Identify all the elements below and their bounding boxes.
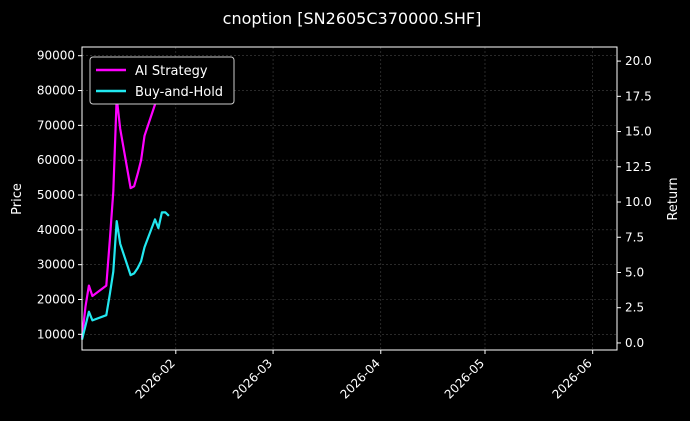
y-axis-right: 0.0 2.5 5.0 7.5 10.0 12.5 15.0 17.5 20.0 <box>617 54 652 350</box>
legend: AI Strategy Buy-and-Hold <box>89 56 235 105</box>
legend-label-buy-and-hold: Buy-and-Hold <box>135 85 223 100</box>
y-right-tick-label: 12.5 <box>625 160 652 174</box>
y-left-tick-label: 10000 <box>37 327 75 341</box>
y-right-tick-label: 2.5 <box>625 301 644 315</box>
legend-label-ai-strategy: AI Strategy <box>135 64 208 79</box>
grid <box>82 47 617 350</box>
chart-title: cnoption [SN2605C370000.SHF] <box>223 9 482 28</box>
y-left-tick-label: 40000 <box>37 223 75 237</box>
buy-and-hold-line <box>80 211 170 340</box>
y-left-tick-label: 70000 <box>37 118 75 132</box>
y-left-tick-label: 20000 <box>37 293 75 307</box>
y-left-tick-label: 90000 <box>37 49 75 63</box>
y-right-tick-label: 15.0 <box>625 125 652 139</box>
y-right-tick-label: 10.0 <box>625 195 652 209</box>
y-axis-left-label: Price <box>10 183 25 215</box>
y-left-tick-label: 30000 <box>37 258 75 272</box>
y-axis-left: 10000 20000 30000 40000 50000 60000 70000 80000… <box>37 49 82 341</box>
y-left-tick-label: 60000 <box>37 153 75 167</box>
y-right-tick-label: 7.5 <box>625 230 644 244</box>
y-right-tick-label: 20.0 <box>625 54 652 68</box>
y-right-tick-label: 17.5 <box>625 89 652 103</box>
plot-frame <box>81 46 618 351</box>
y-axis-right-label: Return <box>666 177 681 220</box>
y-right-tick-label: 0.0 <box>625 336 644 350</box>
y-left-tick-label: 50000 <box>37 188 75 202</box>
y-left-tick-label: 80000 <box>37 84 75 98</box>
y-right-tick-label: 5.0 <box>625 265 644 279</box>
